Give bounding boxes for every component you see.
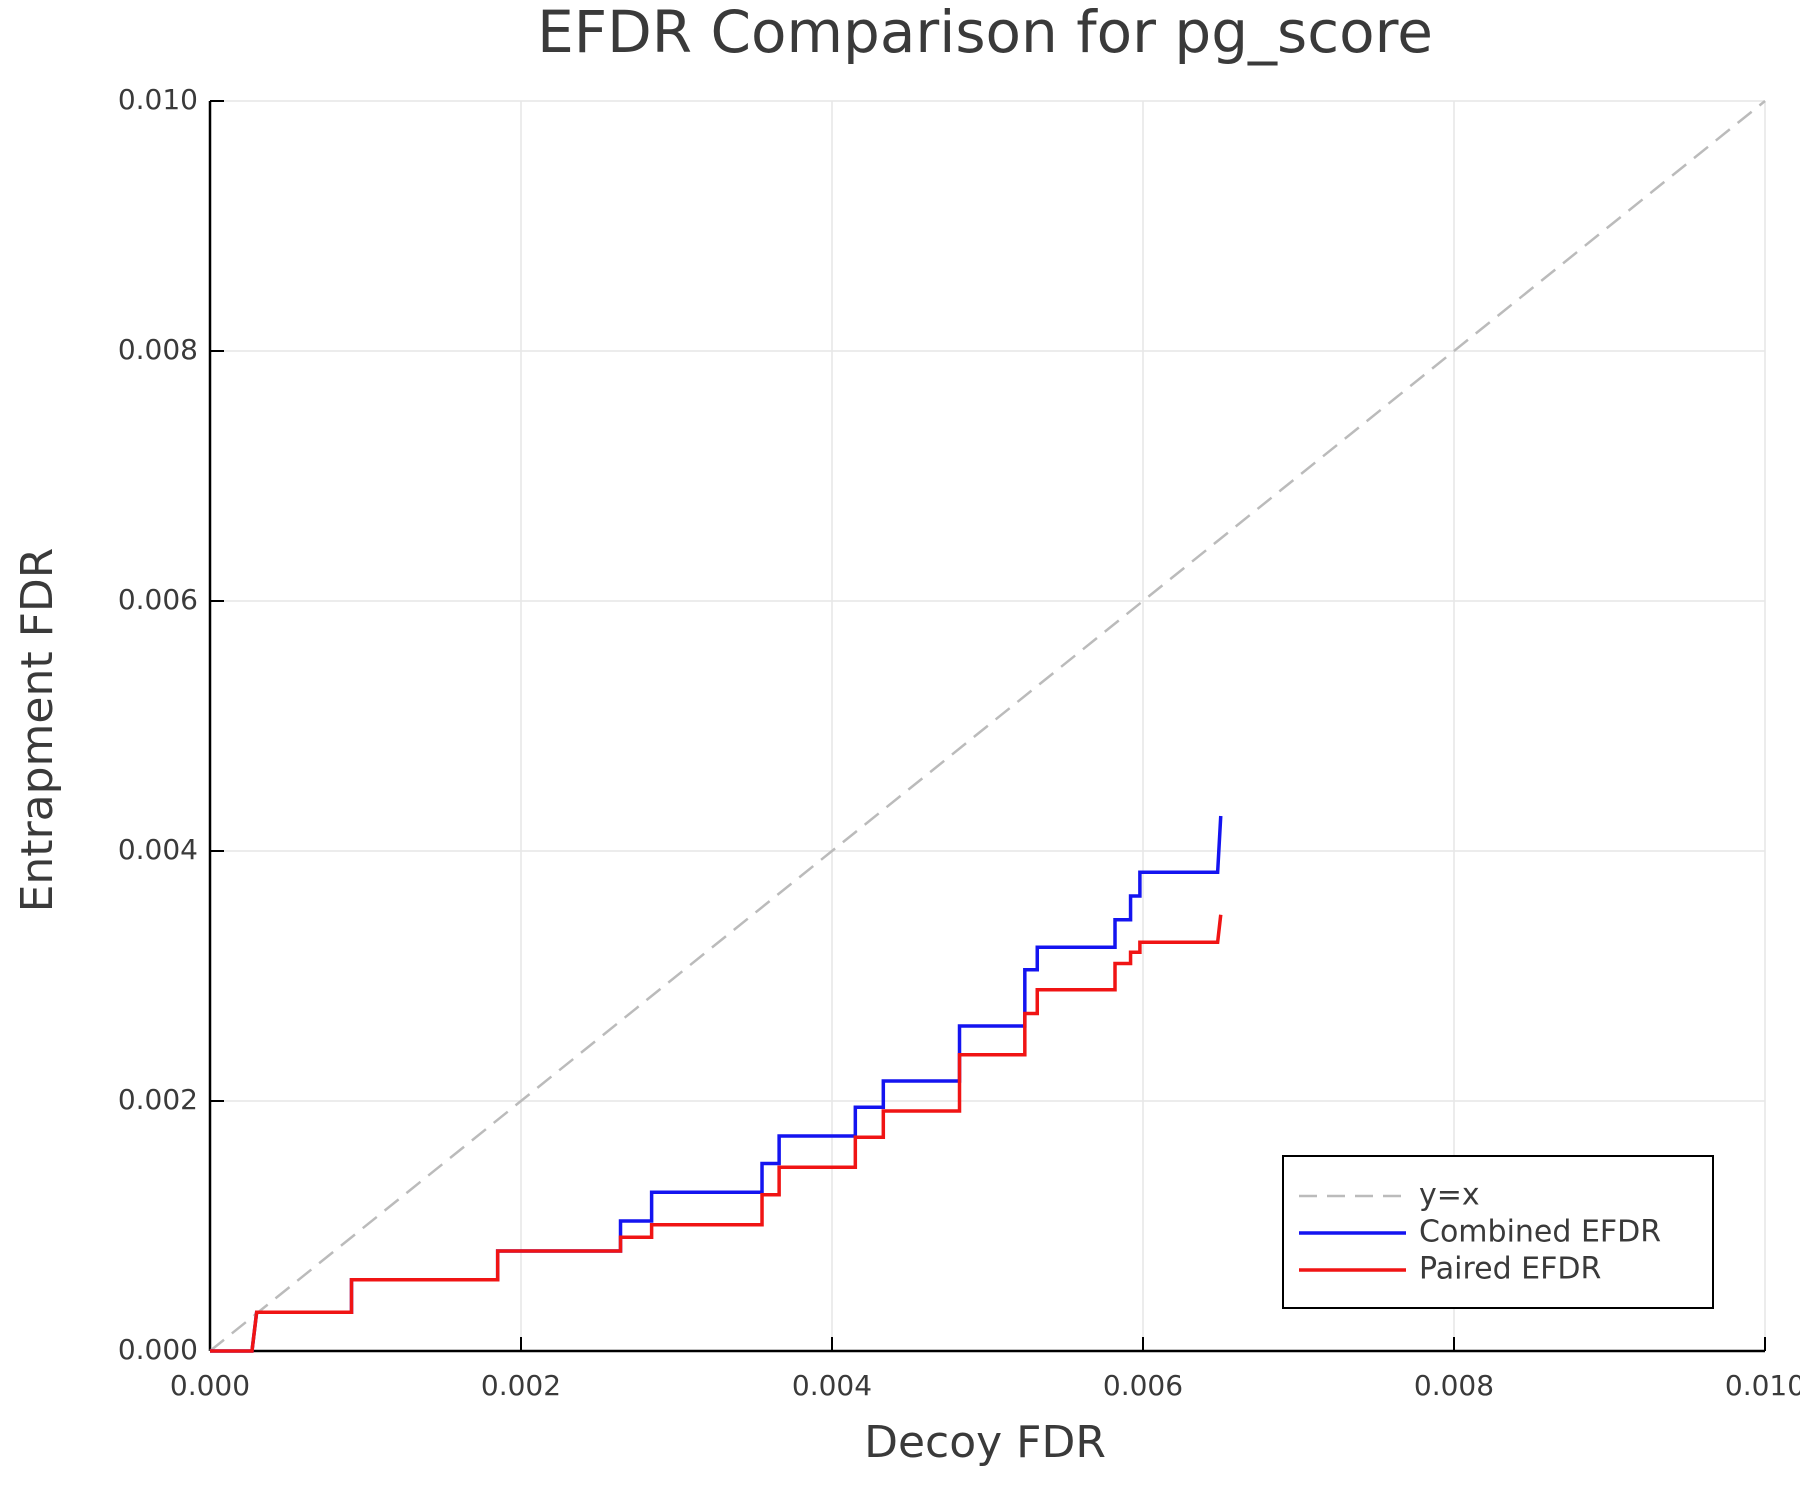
y-tick-label: 0.002 — [118, 1083, 198, 1116]
y-tick-label: 0.008 — [118, 333, 198, 366]
chart-title: EFDR Comparison for pg_score — [537, 0, 1433, 66]
x-tick-label: 0.000 — [170, 1369, 250, 1402]
x-tick-label: 0.004 — [792, 1369, 872, 1402]
x-tick-label: 0.002 — [481, 1369, 561, 1402]
legend-label: y=x — [1419, 1178, 1480, 1213]
x-tick-label: 0.010 — [1725, 1369, 1800, 1402]
legend-label: Combined EFDR — [1419, 1215, 1661, 1250]
legend-label: Paired EFDR — [1419, 1252, 1601, 1287]
line-series — [210, 914, 1223, 1353]
y-tick-label: 0.010 — [118, 83, 198, 116]
line-series — [209, 100, 1766, 1352]
x-tick-label: 0.008 — [1414, 1369, 1494, 1402]
y-tick-label: 0.004 — [118, 833, 198, 866]
x-tick-label: 0.006 — [1103, 1369, 1183, 1402]
y-tick-label: 0.006 — [118, 583, 198, 616]
x-axis-label: Decoy FDR — [864, 1417, 1106, 1468]
y-tick-label: 0.000 — [118, 1333, 198, 1366]
y-axis-label: Entrapment FDR — [12, 548, 63, 913]
